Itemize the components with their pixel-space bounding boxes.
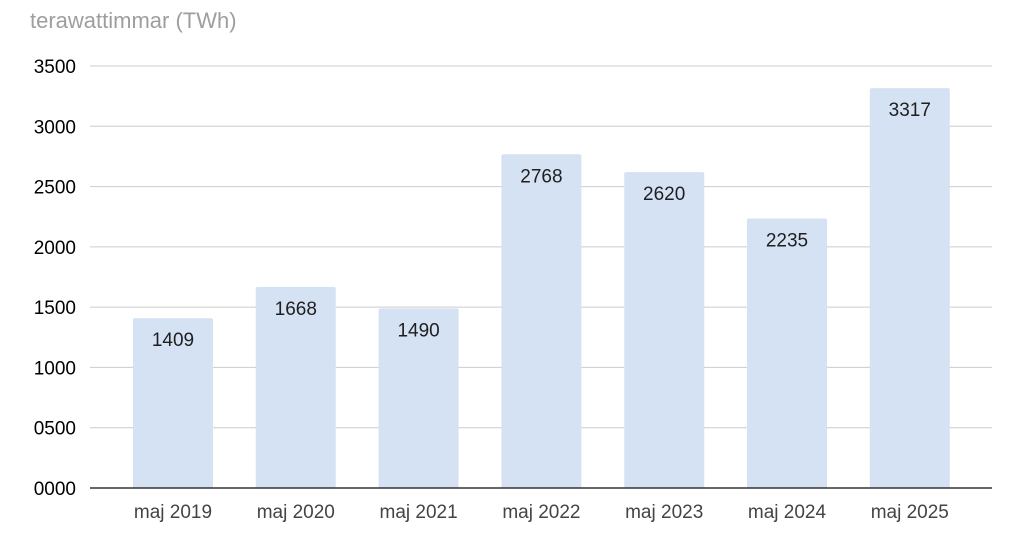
bar-value-label: 1668 (275, 299, 317, 320)
x-category-label: maj 2025 (871, 502, 949, 523)
y-tick-label: 3500 (34, 57, 76, 78)
bar-value-label: 2768 (520, 166, 562, 187)
labels: 0000 0500 1000 1500 2000 2500 3000 3500 1409 maj … (34, 57, 949, 523)
x-category-label: maj 2021 (380, 502, 458, 523)
bars (133, 88, 950, 489)
y-tick-label: 0000 (34, 479, 76, 500)
x-category-label: maj 2019 (134, 502, 212, 523)
y-tick-label: 0500 (34, 419, 76, 440)
x-category-label: maj 2020 (257, 502, 335, 523)
bar-value-label: 3317 (889, 100, 931, 121)
bar-value-label: 1409 (152, 330, 194, 351)
y-tick-label: 2000 (34, 238, 76, 259)
bar (624, 172, 705, 489)
y-tick-label: 2500 (34, 178, 76, 199)
bar (133, 318, 213, 488)
bar (378, 308, 459, 488)
y-tick-label: 1000 (34, 358, 76, 379)
bar (869, 88, 950, 488)
x-category-label: maj 2023 (625, 502, 703, 523)
bar-value-label: 1490 (397, 320, 439, 341)
x-category-label: maj 2022 (502, 502, 580, 523)
y-tick-label: 1500 (34, 298, 76, 319)
x-category-label: maj 2024 (748, 502, 827, 523)
y-unit-label: terawattimmar (TWh) (30, 8, 237, 33)
bar-value-label: 2620 (643, 184, 685, 205)
bar (747, 218, 827, 488)
bar (255, 286, 336, 488)
y-tick-label: 3000 (34, 117, 76, 138)
bar-value-label: 2235 (766, 231, 808, 252)
bar (501, 154, 582, 488)
